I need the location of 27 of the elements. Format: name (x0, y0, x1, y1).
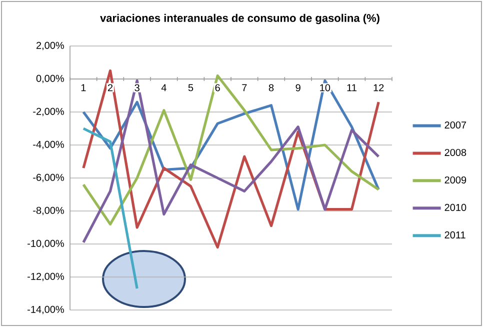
x-tick-label: 7 (242, 84, 247, 92)
x-tick-label: 11 (347, 84, 356, 92)
x-tick-label: 4 (161, 84, 166, 92)
y-tick-label: 2,00% (36, 42, 64, 50)
x-tick-label: 8 (268, 84, 274, 92)
legend-label: 2010 (444, 204, 466, 211)
legend-label: 2007 (444, 121, 466, 129)
y-tick-label: -10,00% (28, 240, 64, 248)
legend-label: 2011 (444, 231, 466, 238)
x-tick-label: 9 (296, 84, 300, 92)
legend-label: 2008 (444, 148, 466, 156)
x-tick-label: 1 (81, 84, 86, 92)
x-tick-label: 3 (134, 84, 140, 92)
y-tick-label: -2,00% (33, 108, 64, 116)
x-tick-label: 2 (108, 84, 113, 92)
x-tick-label: 10 (320, 84, 330, 92)
y-tick-label: -4,00% (33, 140, 64, 150)
y-tick-label: 0,00% (36, 74, 64, 84)
x-tick-label: 6 (215, 84, 220, 92)
y-tick-label: -8,00% (33, 206, 64, 216)
y-tick-label: -6,00% (33, 174, 64, 182)
y-tick-label: -12,00% (28, 272, 64, 282)
x-tick-label: 5 (188, 84, 194, 92)
x-tick-label: 12 (374, 84, 384, 92)
y-tick-label: -14,00% (28, 306, 64, 314)
chart-title: variaciones interanuales de consumo de gasolina (%) (100, 14, 380, 24)
legend-label: 2009 (444, 176, 466, 184)
